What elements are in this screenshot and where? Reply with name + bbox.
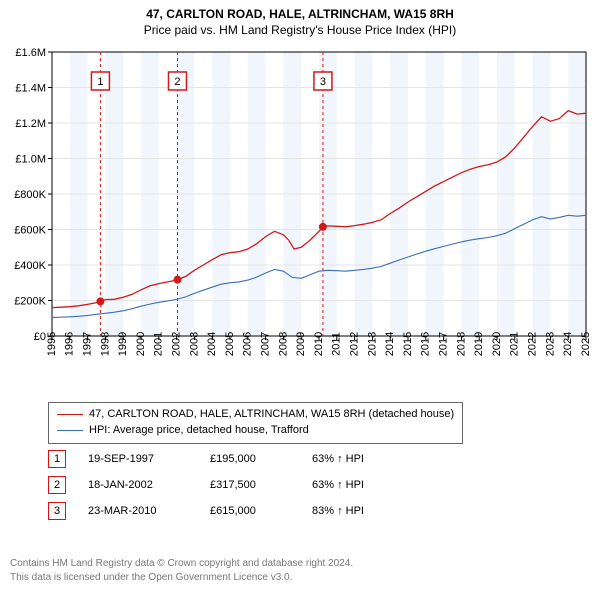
svg-text:1996: 1996: [64, 332, 76, 356]
transaction-badge-2: 2: [48, 476, 66, 494]
svg-text:2020: 2020: [491, 332, 503, 356]
svg-text:2021: 2021: [509, 332, 521, 356]
svg-text:2024: 2024: [562, 332, 574, 356]
transaction-row: 2 18-JAN-2002 £317,500 63% ↑ HPI: [48, 472, 412, 498]
transaction-badge-3: 3: [48, 502, 66, 520]
svg-text:£1.4M: £1.4M: [15, 83, 46, 95]
svg-text:1: 1: [97, 76, 103, 88]
transaction-price: £615,000: [210, 505, 290, 517]
svg-text:2001: 2001: [153, 332, 165, 356]
svg-text:2019: 2019: [473, 332, 485, 356]
svg-text:2017: 2017: [438, 332, 450, 356]
svg-text:1998: 1998: [99, 332, 111, 356]
svg-text:2004: 2004: [206, 332, 218, 356]
transaction-hpi: 63% ↑ HPI: [312, 479, 412, 491]
svg-text:£400K: £400K: [14, 260, 46, 272]
svg-text:2012: 2012: [349, 332, 361, 356]
svg-text:2003: 2003: [188, 332, 200, 356]
svg-text:2002: 2002: [171, 332, 183, 356]
footer-line-2: This data is licensed under the Open Gov…: [10, 571, 353, 585]
title-subtitle: Price paid vs. HM Land Registry's House …: [0, 22, 600, 38]
svg-text:2007: 2007: [260, 332, 272, 356]
svg-text:£600K: £600K: [14, 225, 46, 237]
svg-text:2000: 2000: [135, 332, 147, 356]
legend-label-1: 47, CARLTON ROAD, HALE, ALTRINCHAM, WA15…: [89, 407, 454, 423]
svg-text:£1.0M: £1.0M: [15, 154, 46, 166]
svg-text:2015: 2015: [402, 332, 414, 356]
transaction-date: 23-MAR-2010: [88, 505, 188, 517]
svg-text:£1.2M: £1.2M: [15, 118, 46, 130]
svg-text:2013: 2013: [366, 332, 378, 356]
chart-area: £0 £200K £400K £600K £800K £1.0M £1.2M £1.4M £1.…: [8, 46, 592, 394]
footer-attribution: Contains HM Land Registry data © Crown c…: [10, 557, 353, 584]
transaction-hpi: 83% ↑ HPI: [312, 505, 412, 517]
legend-item-series-1: 47, CARLTON ROAD, HALE, ALTRINCHAM, WA15…: [57, 407, 454, 423]
svg-text:£200K: £200K: [14, 296, 46, 308]
chart-container: 47, CARLTON ROAD, HALE, ALTRINCHAM, WA15…: [0, 0, 600, 590]
svg-text:2: 2: [174, 76, 180, 88]
transaction-row: 1 19-SEP-1997 £195,000 63% ↑ HPI: [48, 446, 412, 472]
svg-text:2016: 2016: [420, 332, 432, 356]
legend-swatch-1: [57, 414, 83, 415]
svg-text:2022: 2022: [527, 332, 539, 356]
transaction-badge-1: 1: [48, 450, 66, 468]
legend: 47, CARLTON ROAD, HALE, ALTRINCHAM, WA15…: [48, 402, 463, 444]
transaction-price: £195,000: [210, 453, 290, 465]
footer-line-1: Contains HM Land Registry data © Crown c…: [10, 557, 353, 571]
svg-text:2006: 2006: [242, 332, 254, 356]
svg-text:2014: 2014: [384, 332, 396, 356]
chart-svg: £0 £200K £400K £600K £800K £1.0M £1.2M £1.4M £1.…: [8, 46, 592, 394]
svg-text:2009: 2009: [295, 332, 307, 356]
transaction-date: 19-SEP-1997: [88, 453, 188, 465]
svg-text:£800K: £800K: [14, 189, 46, 201]
svg-text:1997: 1997: [82, 332, 94, 356]
legend-item-series-2: HPI: Average price, detached house, Traf…: [57, 423, 454, 439]
svg-text:£0: £0: [34, 331, 46, 343]
svg-text:2018: 2018: [455, 332, 467, 356]
svg-text:2008: 2008: [277, 332, 289, 356]
title-block: 47, CARLTON ROAD, HALE, ALTRINCHAM, WA15…: [0, 0, 600, 38]
svg-text:2005: 2005: [224, 332, 236, 356]
svg-text:£1.6M: £1.6M: [15, 47, 46, 59]
transaction-hpi: 63% ↑ HPI: [312, 453, 412, 465]
transaction-date: 18-JAN-2002: [88, 479, 188, 491]
title-address: 47, CARLTON ROAD, HALE, ALTRINCHAM, WA15…: [0, 6, 600, 22]
svg-text:2023: 2023: [544, 332, 556, 356]
transactions-table: 1 19-SEP-1997 £195,000 63% ↑ HPI 2 18-JA…: [48, 446, 412, 524]
legend-label-2: HPI: Average price, detached house, Traf…: [89, 423, 309, 439]
svg-text:3: 3: [320, 76, 326, 88]
transaction-price: £317,500: [210, 479, 290, 491]
legend-swatch-2: [57, 430, 83, 431]
svg-text:1999: 1999: [117, 332, 129, 356]
transaction-row: 3 23-MAR-2010 £615,000 83% ↑ HPI: [48, 498, 412, 524]
